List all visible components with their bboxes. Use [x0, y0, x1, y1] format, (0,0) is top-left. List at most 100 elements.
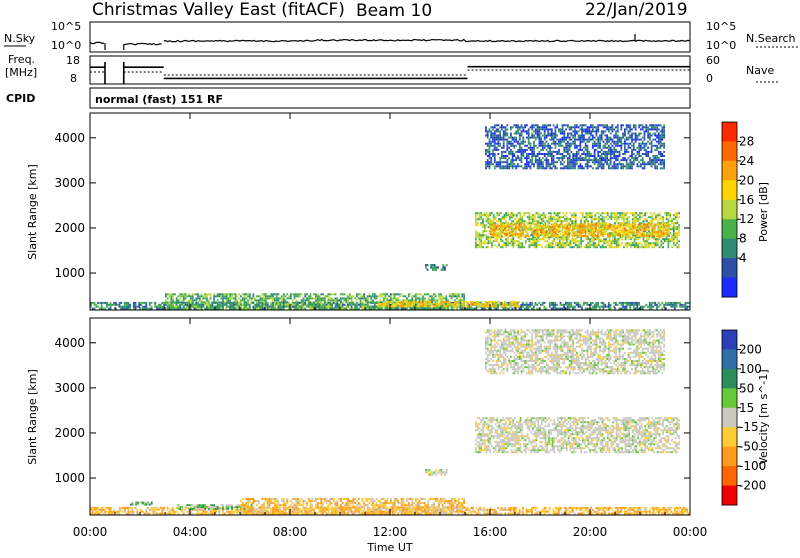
- power-cell: [505, 128, 507, 130]
- power-cell: [510, 161, 512, 163]
- power-cell: [353, 301, 355, 303]
- power-cell: [615, 163, 617, 165]
- power-cell: [495, 240, 497, 242]
- power-cell: [588, 155, 590, 157]
- power-cell: [342, 308, 344, 310]
- power-cell: [629, 163, 631, 165]
- power-cell: [540, 139, 542, 141]
- power-cell: [489, 161, 491, 163]
- power-cell: [522, 143, 524, 145]
- power-cell: [604, 130, 606, 132]
- power-cell: [582, 214, 584, 216]
- power-cell: [571, 216, 573, 218]
- power-cell: [595, 223, 597, 225]
- power-cell: [500, 246, 502, 248]
- power-cell: [562, 240, 564, 242]
- power-cell: [638, 161, 640, 163]
- power-cell: [351, 297, 353, 299]
- power-cell: [565, 147, 567, 149]
- power-cell: [544, 231, 546, 233]
- power-cell: [563, 133, 565, 135]
- power-cell: [598, 244, 600, 246]
- power-cell: [564, 220, 566, 222]
- power-cell: [319, 299, 321, 301]
- power-cell: [560, 128, 562, 130]
- power-cell: [603, 220, 605, 222]
- power-cell: [531, 153, 533, 155]
- power-cell: [449, 295, 451, 297]
- power-cell: [563, 233, 565, 235]
- power-cell: [580, 141, 582, 143]
- power-cell: [547, 145, 549, 147]
- power-cell: [578, 306, 580, 308]
- power-cell: [643, 214, 645, 216]
- power-cell: [172, 306, 174, 308]
- power-cell: [299, 302, 301, 304]
- power-cell: [580, 128, 582, 130]
- power-cell: [648, 246, 650, 248]
- nsearch-tick-top: 10^5: [706, 20, 736, 33]
- power-cell: [496, 137, 498, 139]
- power-cell: [520, 233, 522, 235]
- power-cell: [499, 165, 501, 167]
- power-cell: [510, 135, 512, 137]
- power-cell: [594, 214, 596, 216]
- power-cell: [625, 242, 627, 244]
- power-cell: [176, 297, 178, 299]
- power-cell: [518, 218, 520, 220]
- power-cell: [422, 295, 424, 297]
- power-cell: [563, 135, 565, 137]
- power-cell: [678, 240, 680, 242]
- power-cell: [310, 304, 312, 306]
- power-cell: [435, 293, 437, 295]
- power-cell: [584, 246, 586, 248]
- power-cell: [349, 297, 351, 299]
- power-cell: [475, 246, 477, 248]
- power-cell: [295, 308, 297, 310]
- power-cell: [521, 165, 523, 167]
- power-cell: [572, 161, 574, 163]
- power-cell: [653, 246, 655, 248]
- power-cell: [475, 236, 477, 238]
- power-cell: [565, 139, 567, 141]
- power-cell: [634, 230, 636, 232]
- power-cell: [597, 130, 599, 132]
- power-cell: [528, 139, 530, 141]
- power-cell: [547, 124, 549, 126]
- power-cell: [540, 126, 542, 128]
- power-cell: [505, 240, 507, 242]
- power-cell: [465, 301, 467, 303]
- power-cell: [511, 244, 513, 246]
- power-cell: [276, 295, 278, 297]
- power-cell: [496, 240, 498, 242]
- power-cell: [528, 157, 530, 159]
- power-cell: [622, 137, 624, 139]
- power-cell: [650, 244, 652, 246]
- power-cell: [408, 303, 410, 305]
- power-cell: [614, 238, 616, 240]
- power-cell: [374, 293, 376, 295]
- power-cell: [527, 238, 529, 240]
- power-cell: [597, 302, 599, 304]
- power-cell: [581, 223, 583, 225]
- power-cell: [601, 124, 603, 126]
- power-cell: [335, 306, 337, 308]
- power-cell: [494, 308, 496, 310]
- power-cell: [395, 308, 397, 310]
- power-cell: [637, 151, 639, 153]
- power-cell: [165, 301, 167, 303]
- power-cell: [631, 155, 633, 157]
- power-cell: [650, 212, 652, 214]
- nsky-trace: [90, 34, 690, 50]
- power-cell: [360, 297, 362, 299]
- power-cell: [181, 293, 183, 295]
- power-cell: [351, 299, 353, 301]
- power-cell: [527, 223, 529, 225]
- power-cell: [581, 130, 583, 132]
- power-cell: [592, 130, 594, 132]
- power-cell: [564, 244, 566, 246]
- power-cell: [544, 130, 546, 132]
- power-cell: [220, 308, 222, 310]
- power-cell: [226, 295, 228, 297]
